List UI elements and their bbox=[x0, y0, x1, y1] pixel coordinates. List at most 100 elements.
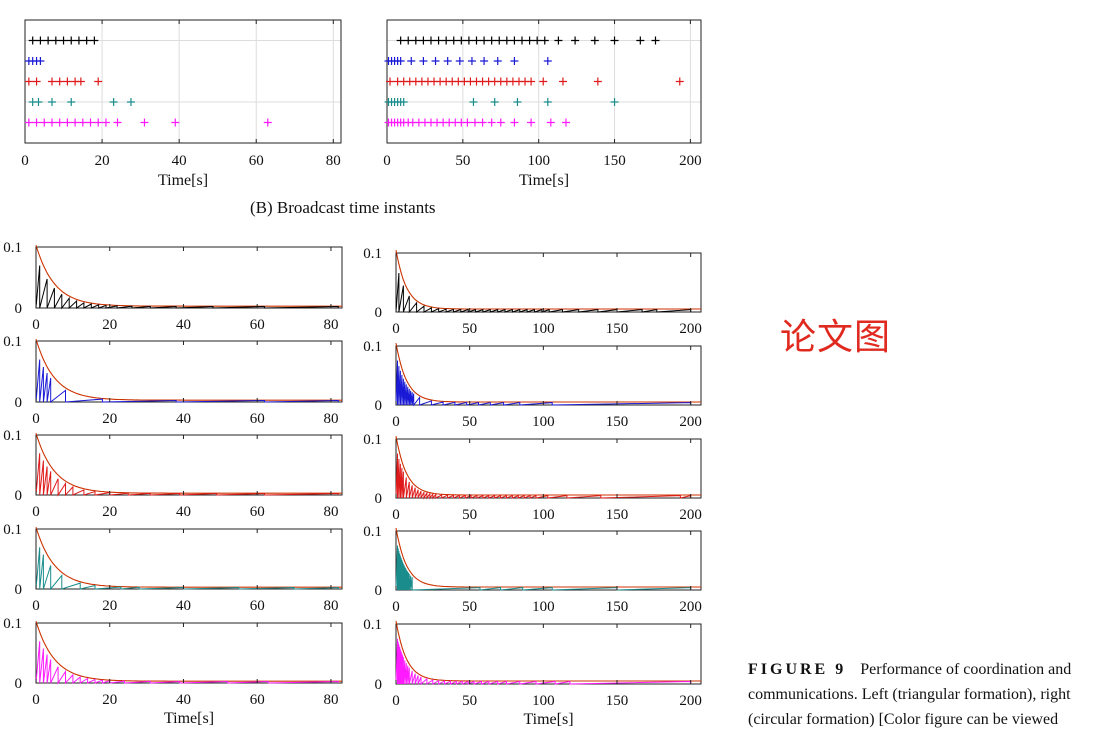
x-tick-label: 60 bbox=[250, 317, 265, 333]
broadcast-marker bbox=[94, 118, 103, 127]
errors-left-plot-frame bbox=[35, 622, 343, 684]
x-tick-label: 150 bbox=[606, 693, 629, 709]
x-tick-label: 100 bbox=[532, 414, 555, 430]
broadcast-marker bbox=[24, 77, 33, 86]
x-tick-label: 20 bbox=[102, 411, 117, 427]
x-tick-label: 0 bbox=[392, 414, 400, 430]
x-axis-label: Time[s] bbox=[158, 172, 208, 189]
broadcast-marker bbox=[431, 57, 440, 65]
x-tick-label: 60 bbox=[250, 504, 265, 520]
broadcast-marker bbox=[399, 98, 408, 106]
broadcast-marker bbox=[496, 118, 505, 127]
broadcast-marker bbox=[510, 36, 519, 45]
x-tick-label: 40 bbox=[176, 598, 191, 614]
x-tick-label: 50 bbox=[462, 693, 477, 709]
broadcast-marker bbox=[51, 36, 60, 45]
broadcast-marker bbox=[36, 36, 45, 45]
x-tick-label: 0 bbox=[392, 321, 400, 337]
broadcast-marker bbox=[464, 36, 473, 45]
x-tick-label: 20 bbox=[102, 692, 117, 708]
errors-right-plot-frame bbox=[395, 623, 702, 685]
watermark: 论文图 bbox=[780, 317, 892, 358]
x-tick-label: 200 bbox=[679, 153, 702, 169]
errors-right-plot-frame bbox=[395, 530, 702, 591]
threshold-curve bbox=[395, 435, 701, 496]
x-tick-label: 80 bbox=[323, 317, 338, 333]
broadcast-marker bbox=[590, 36, 599, 45]
x-tick-label: 100 bbox=[532, 507, 555, 523]
x-tick-label: 0 bbox=[392, 599, 400, 615]
broadcast-marker bbox=[47, 118, 56, 127]
broadcast-marker bbox=[171, 118, 180, 127]
broadcast-marker bbox=[478, 118, 487, 127]
x-tick-label: 80 bbox=[323, 598, 338, 614]
y-tick-label: 0.1 bbox=[363, 246, 382, 262]
error-signal-line bbox=[35, 641, 339, 685]
broadcast-marker bbox=[386, 77, 395, 86]
broadcast-marker bbox=[407, 57, 416, 65]
broadcast-marker bbox=[34, 98, 43, 106]
broadcast-marker bbox=[558, 77, 567, 86]
broadcast-marker bbox=[404, 36, 413, 45]
x-tick-label: 0 bbox=[32, 598, 40, 614]
errors-right-plot-frame bbox=[395, 438, 702, 499]
broadcast-marker bbox=[82, 36, 91, 45]
broadcast-marker bbox=[140, 118, 149, 127]
figure-caption: FIGURE 9 Performance of coordination and … bbox=[748, 657, 1078, 732]
x-tick-label: 150 bbox=[606, 507, 629, 523]
x-tick-label: 0 bbox=[392, 507, 400, 523]
y-tick-label: 0 bbox=[15, 582, 23, 598]
broadcast-marker bbox=[593, 77, 602, 86]
broadcast-marker bbox=[651, 36, 660, 45]
broadcast-marker bbox=[426, 36, 435, 45]
threshold-curve bbox=[35, 527, 342, 588]
y-tick-label: 0 bbox=[375, 305, 383, 321]
broadcast-marker bbox=[457, 36, 466, 45]
y-tick-label: 0.1 bbox=[3, 616, 22, 632]
y-tick-label: 0.1 bbox=[363, 432, 382, 448]
threshold-curve bbox=[395, 342, 701, 403]
broadcast-marker bbox=[94, 77, 103, 86]
x-tick-label: 40 bbox=[176, 692, 191, 708]
threshold-curve bbox=[395, 527, 701, 588]
y-tick-label: 0 bbox=[15, 301, 23, 317]
y-tick-label: 0 bbox=[375, 583, 383, 599]
x-tick-label: 20 bbox=[102, 504, 117, 520]
x-tick-label: 0 bbox=[32, 504, 40, 520]
broadcast-marker bbox=[126, 98, 135, 106]
broadcast-marker bbox=[513, 98, 522, 106]
errors-right-plot-frame bbox=[395, 252, 702, 313]
broadcast-marker bbox=[443, 57, 452, 65]
x-tick-label: 20 bbox=[102, 317, 117, 333]
x-tick-label: 20 bbox=[102, 598, 117, 614]
error-signal-line bbox=[395, 360, 692, 407]
broadcast-marker bbox=[636, 36, 645, 45]
broadcast-marker bbox=[24, 118, 33, 127]
x-tick-label: 200 bbox=[679, 693, 702, 709]
broadcast-marker bbox=[47, 77, 56, 86]
broadcast-marker bbox=[510, 57, 519, 65]
broadcast-marker bbox=[487, 36, 496, 45]
y-tick-label: 0.1 bbox=[363, 617, 382, 633]
x-tick-label: 60 bbox=[250, 692, 265, 708]
broadcast-marker bbox=[263, 118, 272, 127]
y-tick-label: 0.1 bbox=[363, 524, 382, 540]
broadcast-marker bbox=[442, 36, 451, 45]
broadcast-marker bbox=[40, 118, 49, 127]
x-tick-label: 200 bbox=[679, 321, 702, 337]
error-signal-line bbox=[395, 453, 692, 500]
broadcast-marker bbox=[469, 98, 478, 106]
broadcast-marker bbox=[543, 57, 552, 65]
x-tick-label: 40 bbox=[176, 317, 191, 333]
x-axis-label: Time[s] bbox=[164, 710, 214, 727]
broadcast-marker bbox=[533, 36, 542, 45]
x-tick-label: 50 bbox=[462, 507, 477, 523]
broadcast-marker bbox=[47, 98, 56, 106]
x-tick-label: 50 bbox=[455, 153, 470, 169]
broadcast-marker bbox=[502, 36, 511, 45]
y-tick-label: 0.1 bbox=[3, 240, 22, 256]
x-tick-label: 0 bbox=[21, 153, 29, 169]
broadcast-marker bbox=[487, 118, 496, 127]
broadcast-marker bbox=[539, 77, 548, 86]
threshold-curve bbox=[35, 433, 342, 494]
